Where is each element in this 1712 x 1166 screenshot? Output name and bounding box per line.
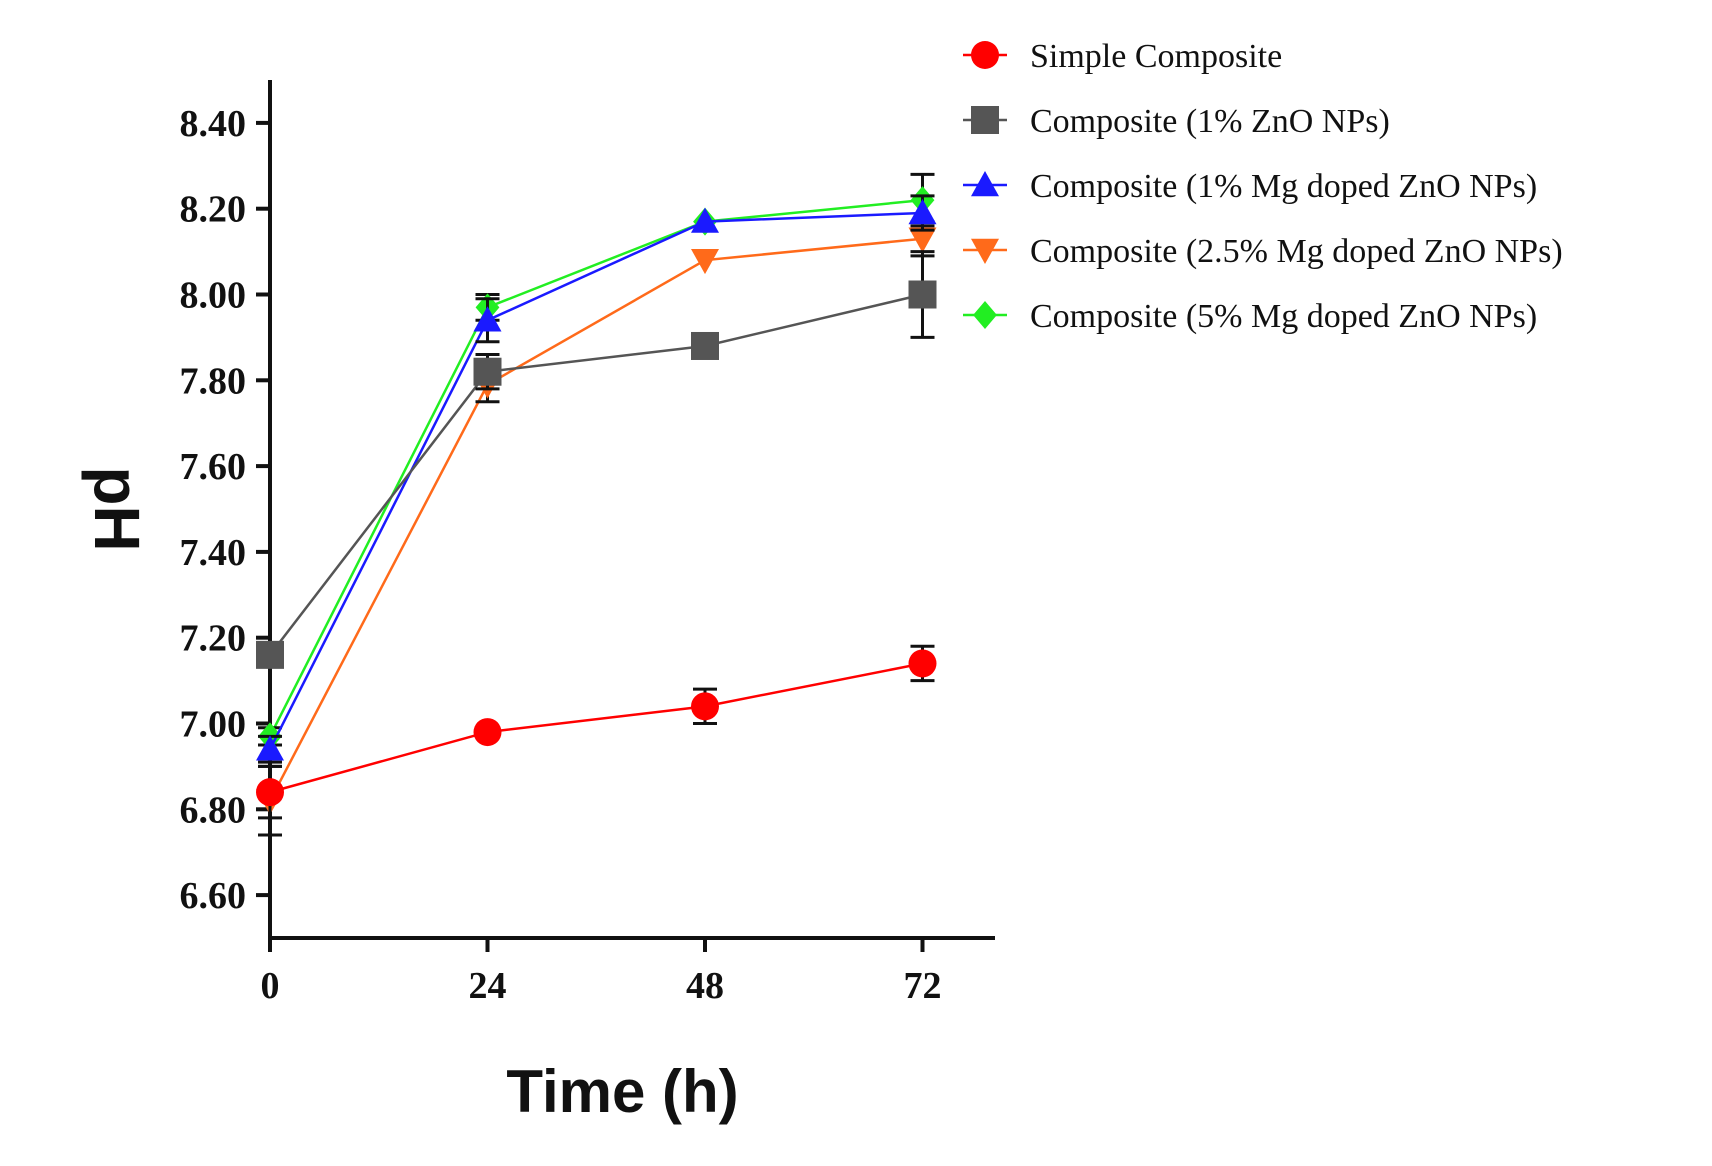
y-tick-label: 8.40 — [180, 103, 247, 145]
legend-item: Composite (5% Mg doped ZnO NPs) — [963, 298, 1537, 335]
legend-marker — [971, 41, 999, 69]
data-point — [908, 198, 937, 225]
series-simple-composite — [256, 644, 937, 820]
legend-marker — [971, 171, 999, 197]
data-point — [908, 649, 937, 678]
data-point — [256, 735, 284, 761]
data-point — [691, 248, 719, 275]
legend-label: Composite (1% Mg doped ZnO NPs) — [1030, 168, 1537, 205]
series-line — [269, 662, 923, 794]
series-composite-1-zno-nps — [256, 250, 937, 669]
data-point — [473, 357, 502, 386]
series-composite-1-mg-doped-zno-nps — [256, 194, 937, 764]
y-tick-label: 7.80 — [180, 360, 247, 402]
legend-item: Composite (1% Mg doped ZnO NPs) — [963, 168, 1537, 205]
legend-label: Composite (5% Mg doped ZnO NPs) — [1030, 298, 1537, 335]
legend-label: Simple Composite — [1030, 38, 1282, 75]
legend-item: Composite (1% ZnO NPs) — [963, 103, 1390, 140]
data-point — [908, 280, 937, 309]
legend-label: Composite (2.5% Mg doped ZnO NPs) — [1030, 233, 1563, 270]
y-tick-label: 8.20 — [180, 189, 247, 231]
x-tick-label: 0 — [261, 965, 280, 1007]
series-line — [269, 293, 923, 656]
legend-item: Composite (2.5% Mg doped ZnO NPs) — [963, 233, 1563, 270]
series-composite-2-5-mg-doped-zno-nps — [256, 220, 937, 837]
legend-marker — [973, 301, 997, 329]
series-line — [268, 211, 923, 750]
y-tick-label: 7.60 — [180, 446, 247, 488]
data-point — [691, 331, 719, 360]
series-composite-5-mg-doped-zno-nps — [258, 172, 935, 751]
y-tick-label: 8.00 — [180, 275, 247, 317]
series-line — [268, 237, 923, 802]
data-point — [256, 778, 284, 807]
x-tick-label: 48 — [686, 965, 724, 1007]
y-tick-label: 6.60 — [180, 875, 247, 917]
legend-item: Simple Composite — [963, 38, 1282, 75]
plot-area — [256, 172, 937, 837]
y-tick-label: 7.00 — [180, 704, 247, 746]
y-tick-label: 7.40 — [180, 532, 247, 574]
data-point — [256, 640, 284, 669]
data-point — [473, 306, 502, 332]
y-axis-ticks: 6.60 6.80 7.00 7.20 7.40 7.60 7.80 8.00 8.20 8.40 — [180, 103, 270, 917]
x-axis-title: Time (h) — [506, 1058, 738, 1125]
data-point — [691, 207, 719, 233]
x-tick-label: 24 — [469, 965, 507, 1007]
y-axis-title: pH — [81, 466, 153, 551]
x-axis-ticks: 0 24 48 72 — [261, 938, 942, 1007]
legend-marker — [971, 106, 999, 134]
legend-marker — [971, 238, 999, 264]
data-point — [473, 718, 502, 747]
axes — [268, 80, 995, 940]
data-point — [691, 692, 719, 721]
x-tick-label: 72 — [904, 965, 942, 1007]
legend: Simple Composite Composite (1% ZnO NPs) Co… — [963, 38, 1563, 335]
y-tick-label: 7.20 — [180, 618, 247, 660]
data-point — [908, 227, 937, 253]
legend-label: Composite (1% ZnO NPs) — [1030, 103, 1390, 140]
y-tick-label: 6.80 — [180, 789, 247, 831]
series-line — [268, 198, 923, 737]
